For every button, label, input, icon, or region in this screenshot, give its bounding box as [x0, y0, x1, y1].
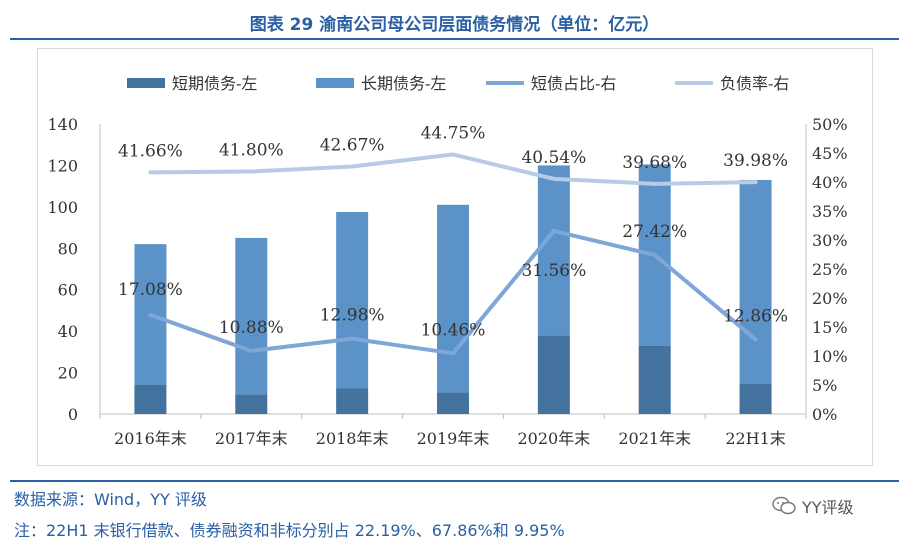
title-rule — [10, 38, 899, 40]
combo-chart: 0 20 40 60 80 100 120 140 0% 5% 10% 15% 20% 25% 30% 35%… — [47, 74, 848, 448]
x-tick-label: 2018年末 — [316, 429, 389, 448]
watermark-text: YY评级 — [802, 498, 854, 517]
data-label-debt-ratio: 42.67% — [320, 136, 385, 156]
data-label-short-debt-ratio: 12.98% — [320, 306, 385, 326]
watermark: YY评级 — [772, 494, 854, 518]
bar-long-debt — [537, 165, 570, 336]
y-left-tick-label: 0 — [68, 405, 78, 424]
y-right-tick-label: 5% — [812, 376, 837, 395]
footer-rule — [10, 480, 899, 482]
y-right-tick-label: 50% — [812, 115, 848, 134]
bar-long-debt — [739, 179, 772, 384]
bar-short-debt — [336, 388, 369, 414]
bar-long-debt — [437, 204, 469, 393]
data-label-debt-ratio: 41.80% — [219, 141, 284, 161]
source-note: 数据来源：Wind，YY 评级 — [14, 490, 207, 509]
legend-label: 短期债务-左 — [172, 74, 257, 93]
bar-short-debt — [235, 394, 268, 414]
y-left-tick-label: 80 — [58, 239, 78, 258]
wechat-icon — [772, 496, 796, 515]
footnote: 注：22H1 末银行借款、债券融资和非标分别占 22.19%、67.86%和 9… — [14, 521, 565, 540]
legend-label: 短债占比-右 — [531, 74, 616, 93]
bar-short-debt — [134, 385, 167, 414]
y-right-tick-label: 30% — [812, 231, 848, 250]
data-label-short-debt-ratio: 17.08% — [118, 280, 183, 300]
data-label-debt-ratio: 39.98% — [723, 151, 788, 171]
x-tick-label: 2016年末 — [114, 429, 187, 448]
chart-frame — [37, 48, 873, 466]
y-left-tick-label: 140 — [47, 115, 78, 134]
y-right-tick-label: 25% — [812, 260, 848, 279]
line-debt-ratio — [148, 152, 758, 186]
y-left-tick-label: 40 — [58, 322, 78, 341]
y-right-tick-label: 35% — [812, 202, 848, 221]
x-tick-label: 22H1末 — [725, 429, 786, 448]
data-label-debt-ratio: 41.66% — [118, 141, 183, 161]
data-label-debt-ratio: 39.68% — [622, 153, 687, 173]
y-left-tick-label: 120 — [47, 156, 78, 175]
data-label-debt-ratio: 44.75% — [421, 123, 486, 143]
legend-swatch — [316, 78, 354, 88]
y-right-tick-label: 40% — [812, 173, 848, 192]
legend-swatch — [127, 78, 165, 88]
x-tick-label: 2020年末 — [517, 429, 590, 448]
bar-short-debt — [638, 345, 671, 414]
x-tick-label: 2019年末 — [417, 429, 490, 448]
data-label-debt-ratio: 40.54% — [521, 148, 586, 168]
legend-label: 长期债务-左 — [361, 74, 446, 93]
line-short-debt-ratio — [148, 228, 758, 356]
y-left-tick-label: 100 — [47, 198, 78, 217]
bar-short-debt — [739, 383, 772, 414]
y-left-tick-label: 60 — [58, 281, 78, 300]
y-right-tick-label: 15% — [812, 318, 848, 337]
y-right-tick-label: 20% — [812, 289, 848, 308]
y-right-tick-label: 45% — [812, 144, 848, 163]
bar-long-debt — [235, 237, 268, 395]
bar-long-debt — [336, 212, 369, 389]
chart-title: 图表 29 渝南公司母公司层面债务情况（单位：亿元） — [249, 15, 660, 35]
y-right-tick-label: 10% — [812, 347, 848, 366]
data-label-short-debt-ratio: 10.46% — [421, 320, 486, 340]
data-label-short-debt-ratio: 31.56% — [521, 261, 586, 281]
data-label-short-debt-ratio: 27.42% — [622, 222, 687, 242]
y-right-tick-label: 0% — [812, 405, 837, 424]
data-label-short-debt-ratio: 12.86% — [723, 306, 788, 326]
bar-short-debt — [437, 392, 469, 414]
y-left-tick-label: 20 — [58, 364, 78, 383]
bar-short-debt — [537, 335, 570, 414]
x-tick-label: 2021年末 — [618, 429, 691, 448]
x-tick-label: 2017年末 — [215, 429, 288, 448]
data-label-short-debt-ratio: 10.88% — [219, 318, 284, 338]
legend-label: 负债率-右 — [720, 74, 789, 93]
